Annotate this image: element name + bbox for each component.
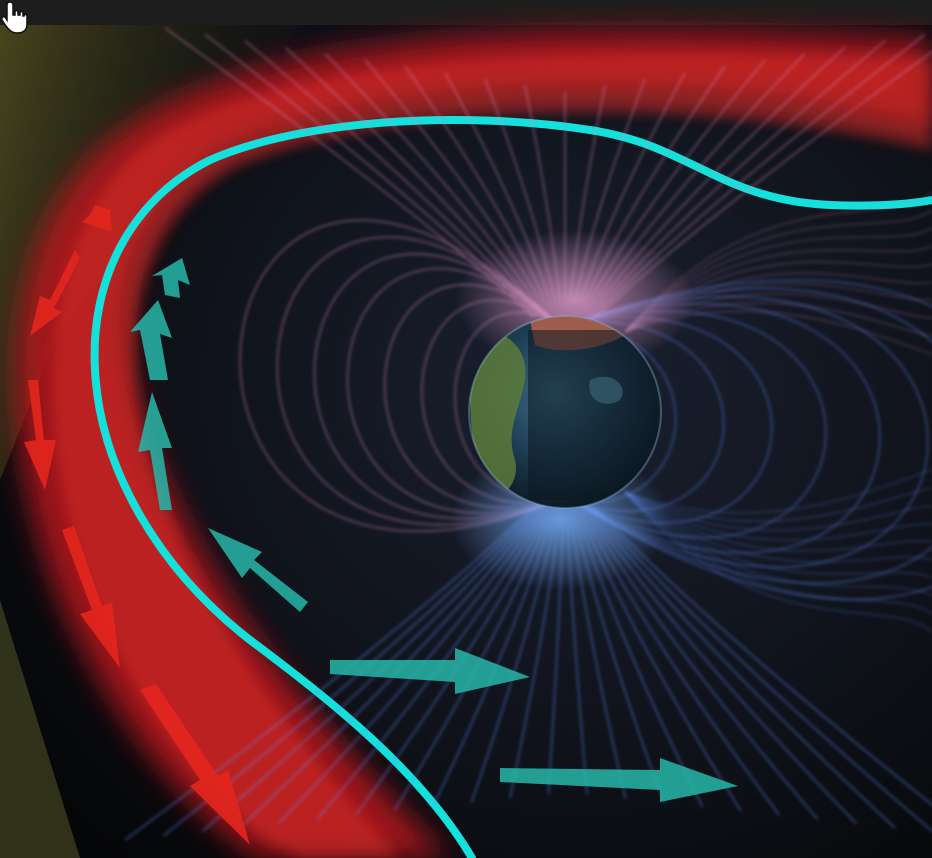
field-line <box>624 491 932 597</box>
magnetosheath-flow-arrows <box>130 258 738 802</box>
flow-arrow-icon <box>30 250 80 336</box>
field-line <box>346 267 556 514</box>
field-line <box>624 491 932 552</box>
flow-arrow-icon <box>138 392 172 510</box>
field-line <box>574 287 932 584</box>
flow-arrow-icon <box>24 380 56 490</box>
solar-wind-streaks <box>0 25 300 480</box>
field-line <box>574 302 881 554</box>
magnetopause-boundary <box>90 116 932 858</box>
top-strip <box>0 0 932 25</box>
bow-shock-flow-arrows <box>24 205 250 845</box>
field-line <box>624 491 932 579</box>
field-line <box>574 295 929 568</box>
field-line <box>276 236 556 526</box>
flow-arrow-icon <box>208 528 308 612</box>
flow-arrow-icon <box>152 258 190 298</box>
hand-pointer-icon <box>1 1 28 34</box>
earth <box>468 315 662 509</box>
flow-arrow-icon <box>130 300 172 380</box>
field-line <box>624 491 932 615</box>
field-line <box>239 219 556 532</box>
field-line <box>624 487 932 522</box>
north-field-lines <box>164 27 932 532</box>
bow-shock-region <box>15 30 932 858</box>
field-line <box>574 310 827 539</box>
field-line <box>624 491 932 563</box>
field-line <box>624 491 932 633</box>
solar-wind-lower <box>0 600 80 858</box>
flow-arrow-icon <box>330 648 530 694</box>
flow-arrow-icon <box>140 684 250 845</box>
field-line <box>624 491 932 531</box>
flow-arrow-icon <box>62 526 120 668</box>
field-line <box>574 279 932 601</box>
field-line <box>313 253 556 520</box>
field-line <box>624 469 932 514</box>
flow-arrow-icon <box>500 758 738 802</box>
flow-arrow-icon <box>82 205 112 232</box>
field-line <box>624 491 932 541</box>
